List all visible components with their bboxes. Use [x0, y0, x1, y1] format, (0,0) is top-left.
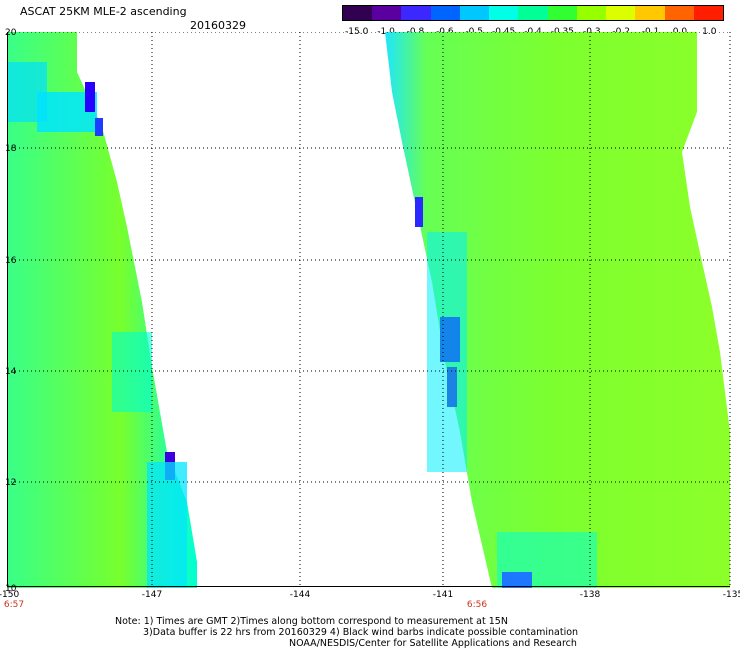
latitude-label: 14 — [5, 367, 17, 377]
swath-map — [7, 32, 731, 588]
lowest-patch-6 — [415, 197, 423, 227]
latitude-label: 18 — [5, 144, 17, 154]
pass-time-label: 6:57 — [3, 600, 25, 610]
latitude-label: 16 — [5, 256, 17, 266]
low-patch-3 — [147, 462, 187, 588]
colorbar-swatch — [547, 6, 577, 20]
colorbar-swatch — [576, 6, 607, 20]
colorbar-swatch — [343, 6, 373, 20]
colorbar-tick-label: 1.0 — [702, 27, 717, 37]
colorbar-swatch — [693, 6, 724, 20]
colorbar-swatch — [606, 6, 636, 20]
latitude-label: 12 — [5, 478, 17, 488]
longitude-label: -144 — [289, 590, 311, 600]
colorbar-swatch — [459, 6, 490, 20]
map-plot[interactable] — [7, 32, 731, 588]
right-swath — [385, 32, 730, 588]
longitude-label: -141 — [432, 590, 454, 600]
colorbar-swatch — [489, 6, 519, 20]
low-patch-7 — [502, 572, 532, 588]
map-date: 20160329 — [190, 19, 246, 32]
note-line-2: 3)Data buffer is 22 hrs from 20160329 4)… — [143, 627, 579, 638]
latitude-label: 10 — [5, 584, 17, 594]
note-line-1: Note: 1) Times are GMT 2)Times along bot… — [115, 616, 508, 627]
left-swath — [7, 32, 197, 588]
note-line-3: NOAA/NESDIS/Center for Satellite Applica… — [289, 638, 577, 649]
low-patch-2 — [7, 62, 47, 122]
lowest-patch-1 — [85, 82, 95, 112]
longitude-label: -138 — [579, 590, 601, 600]
longitude-label: -150 — [0, 590, 20, 600]
low-patch-4 — [112, 332, 152, 412]
colorbar-swatch — [401, 6, 431, 20]
longitude-label: -135 — [722, 590, 740, 600]
lowest-patch-2 — [95, 118, 103, 136]
longitude-label: -147 — [141, 590, 163, 600]
colorbar-swatch — [518, 6, 548, 20]
low-patch-5 — [427, 232, 467, 472]
graticule — [7, 32, 731, 588]
colorbar-tick-label: -15.0 — [345, 27, 369, 37]
map-title: ASCAT 25KM MLE-2 ascending — [20, 5, 187, 18]
colorbar-swatch — [664, 6, 694, 20]
colorbar-swatch — [635, 6, 665, 20]
plot-border — [7, 32, 730, 587]
colorbar-swatch — [372, 6, 402, 20]
latitude-label: 20 — [5, 28, 17, 38]
pass-time-label: 6:56 — [466, 600, 488, 610]
colorbar-swatch — [430, 6, 460, 20]
colorbar — [342, 5, 724, 21]
